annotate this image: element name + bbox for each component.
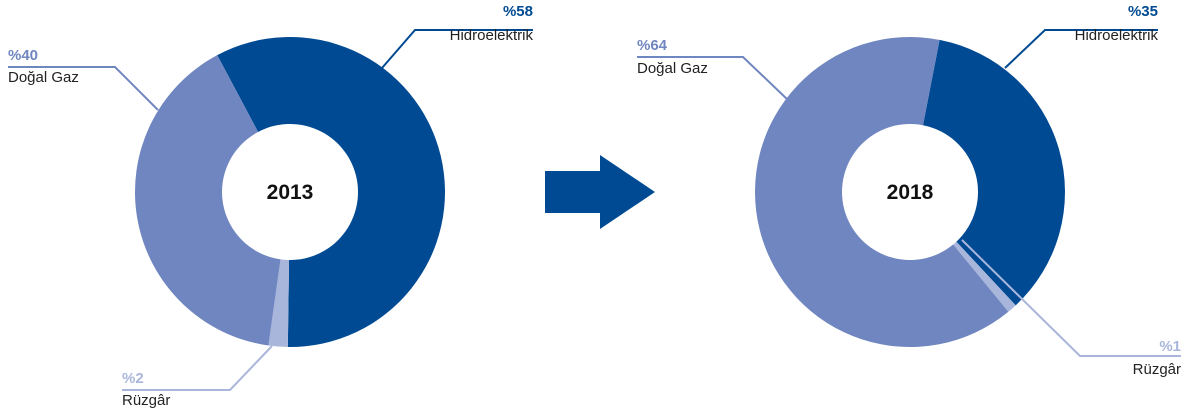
category-label: Hidroelektrik xyxy=(1075,27,1159,44)
value-label: %58 xyxy=(503,3,533,20)
slice xyxy=(922,39,1065,306)
category-label: Doğal Gaz xyxy=(8,69,79,86)
slice xyxy=(953,241,1016,312)
leader-line xyxy=(1004,29,1158,69)
category-label: Doğal Gaz xyxy=(637,60,708,77)
leader-line xyxy=(8,66,159,111)
slice xyxy=(135,55,281,346)
slice xyxy=(755,36,1009,347)
leader-line xyxy=(381,29,533,69)
slice xyxy=(268,259,290,347)
category-label: Rüzgâr xyxy=(122,392,170,409)
arrow xyxy=(545,155,655,229)
value-label: %1 xyxy=(1159,338,1181,355)
slice xyxy=(217,36,445,348)
category-label: Hidroelektrik xyxy=(450,27,534,44)
leader-line xyxy=(637,56,789,101)
value-label: %35 xyxy=(1128,3,1158,20)
center-title: 2018 xyxy=(887,181,934,204)
leader-line xyxy=(122,345,273,391)
value-label: %40 xyxy=(8,47,38,64)
value-label: %2 xyxy=(122,370,144,387)
leader-line xyxy=(961,239,1181,357)
center-title: 2013 xyxy=(267,181,314,204)
value-label: %64 xyxy=(637,37,668,54)
category-label: Rüzgâr xyxy=(1133,361,1181,378)
